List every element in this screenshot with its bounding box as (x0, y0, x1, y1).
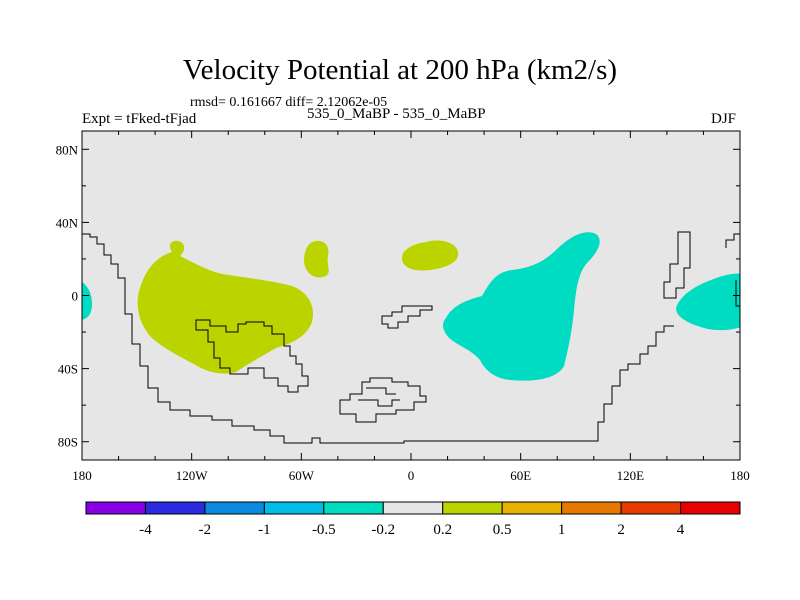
colorbar-swatch (263, 501, 325, 515)
colorbar-swatch (204, 501, 265, 515)
colorbar-swatch (680, 501, 741, 515)
colorbar-swatch (620, 501, 682, 515)
case-name-label: 535_0_MaBP - 535_0_MaBP (307, 106, 486, 122)
y-tick-label: 80S (58, 435, 78, 450)
colorbar-swatch (144, 501, 206, 515)
stats-text: rmsd= 0.161667 diff= 2.12062e-05 (190, 95, 388, 110)
y-tick-label: 0 (72, 289, 79, 304)
y-tick-label: 80N (56, 142, 79, 157)
x-tick-label: 180 (730, 468, 750, 483)
x-tick-label: 0 (408, 468, 415, 483)
colorbar-label: 0.5 (493, 522, 512, 538)
colorbar-swatch (382, 501, 444, 515)
y-tick-label: 40N (56, 215, 79, 230)
colorbar-label: 2 (617, 522, 625, 538)
colorbar-swatch (561, 501, 622, 515)
coastline-africa-tip (381, 305, 433, 329)
coastline-dateline (725, 233, 740, 307)
x-tick-label: 60W (289, 468, 315, 483)
negative-region-east-pacific (82, 282, 92, 320)
colorbar-label: 4 (677, 522, 685, 538)
plot-title: Velocity Potential at 200 hPa (km2/s) (182, 54, 618, 86)
x-tick-label: 180 (72, 468, 92, 483)
coastlines (82, 231, 740, 444)
colorbar-label: -0.2 (371, 522, 395, 538)
colorbar-label: -4 (139, 522, 152, 538)
negative-region-west-pacific (676, 273, 740, 331)
positive-region-south-america (137, 240, 314, 374)
x-tick-label: 60E (510, 468, 531, 483)
season-label: DJF (711, 111, 737, 127)
x-axis-ticks: 180 120W 60W 0 60E 120E 180 (72, 131, 750, 483)
x-tick-label: 120E (617, 468, 645, 483)
colorbar-swatch (85, 501, 146, 515)
y-axis-ticks: 80N 40N 0 40S 80S (56, 142, 740, 450)
colorbar-label: 1 (558, 522, 566, 538)
colorbar-label: 0.2 (433, 522, 452, 538)
coastline-antarctic-islands (339, 377, 427, 423)
coastline-east-asia (663, 231, 691, 299)
colorbar-label: -0.5 (312, 522, 336, 538)
colorbar-swatch (442, 501, 503, 515)
anomaly-contours (82, 232, 740, 381)
colorbar-label: -1 (258, 522, 271, 538)
colorbar-label: -2 (199, 522, 212, 538)
colorbar: -4 -2 -1 -0.5 -0.2 0.2 0.5 1 2 4 (85, 501, 741, 538)
experiment-label: Expt = tFked-tFjad (82, 111, 197, 127)
y-tick-label: 40S (58, 362, 78, 377)
colorbar-swatch (501, 501, 563, 515)
positive-region-africa (402, 240, 459, 271)
positive-region-atlantic (304, 240, 329, 278)
coastline-patagonia (195, 319, 309, 393)
negative-region-indian-ocean (443, 232, 600, 381)
x-tick-label: 120W (176, 468, 209, 483)
colorbar-swatch (323, 501, 384, 515)
coastline-south-america (82, 233, 674, 444)
